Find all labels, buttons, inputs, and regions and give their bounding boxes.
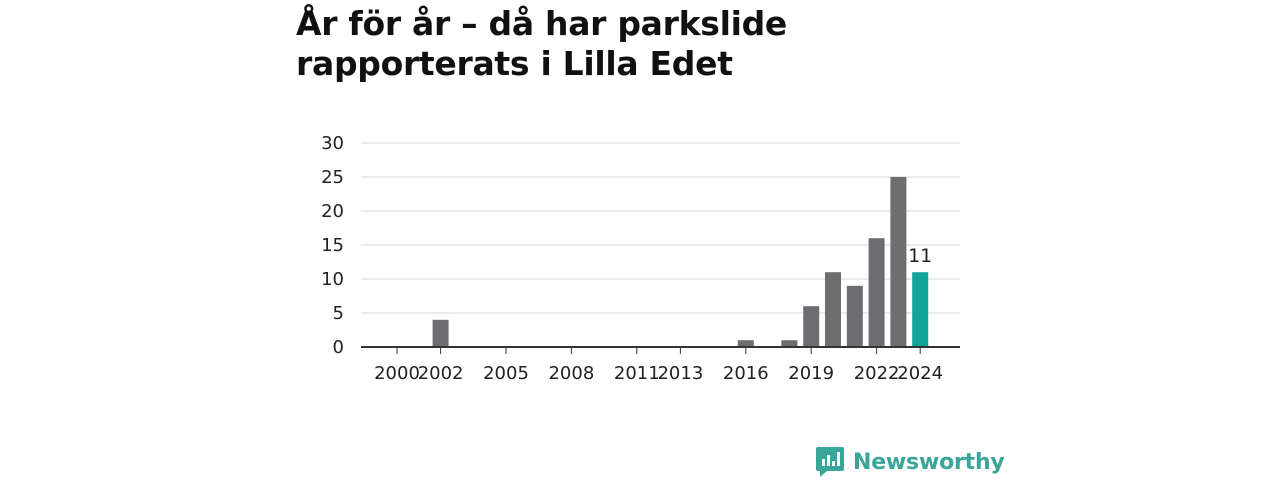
y-tick-label: 10 [321, 269, 344, 290]
x-tick-label: 2005 [483, 363, 529, 384]
bars [432, 177, 929, 347]
x-tick-label: 2011 [614, 363, 660, 384]
bar [781, 340, 798, 347]
y-tick-label: 25 [321, 167, 344, 188]
y-tick-label: 30 [321, 133, 344, 154]
bar [825, 272, 841, 347]
x-tick-label: 2022 [854, 363, 900, 384]
bar [432, 319, 449, 347]
x-tick-label: 2016 [723, 363, 769, 384]
x-tick-label: 2024 [897, 363, 943, 384]
x-tick-label: 2013 [657, 363, 703, 384]
x-tick-label: 2008 [548, 363, 594, 384]
brand-name: Newsworthy [853, 449, 1005, 475]
y-tick-label: 20 [321, 201, 344, 222]
gridlines [361, 142, 960, 314]
x-tick-label: 2019 [788, 363, 834, 384]
bar [846, 285, 863, 347]
y-tick-label: 0 [333, 337, 344, 358]
newsworthy-brand[interactable]: Newsworthy [815, 445, 1005, 479]
data-labels: 11 [908, 245, 932, 267]
x-tick-label: 2000 [374, 363, 420, 384]
bar-highlighted [912, 272, 929, 347]
bar [868, 238, 885, 347]
x-tick-label: 2002 [418, 363, 464, 384]
data-label: 11 [908, 245, 932, 267]
bar [890, 177, 907, 347]
bar [803, 306, 820, 347]
y-tick-label: 5 [333, 303, 344, 324]
y-tick-label: 15 [321, 235, 344, 256]
y-axis: 0 5 10 15 20 25 30 [321, 133, 344, 358]
bar [737, 340, 754, 347]
chart-title: År för år – då har parkslide rapporterat… [296, 4, 787, 83]
newsworthy-logo-icon [816, 447, 844, 477]
